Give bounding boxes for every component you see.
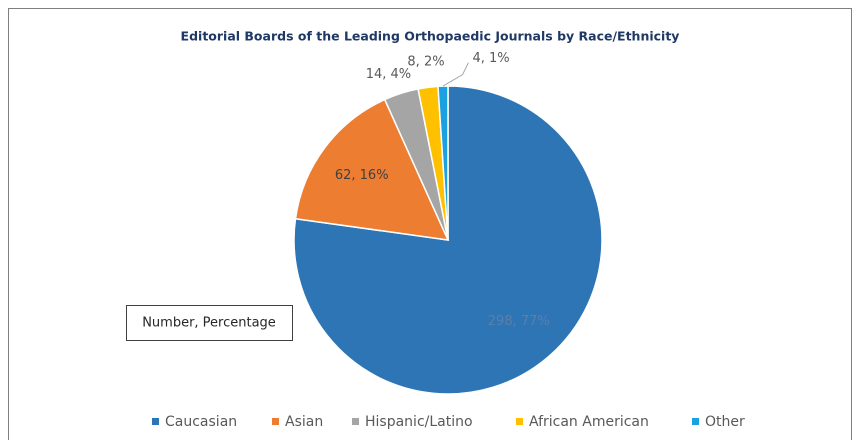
chart-title: Editorial Boards of the Leading Orthopae… — [181, 29, 680, 44]
legend-swatch — [516, 418, 523, 425]
legend-swatch — [352, 418, 359, 425]
data-label: 14, 4% — [366, 67, 411, 82]
pie-slice — [293, 85, 603, 395]
legend-label: Other — [705, 414, 745, 430]
data-label: 298, 77% — [488, 314, 550, 329]
legend-swatch — [152, 418, 159, 425]
legend-swatch — [692, 418, 699, 425]
data-label: 62, 16% — [335, 168, 389, 183]
legend-swatch — [272, 418, 279, 425]
leader-line — [442, 62, 469, 87]
pie-slice — [294, 98, 450, 241]
legend-label: Asian — [285, 414, 323, 430]
legend-label: Caucasian — [165, 414, 237, 430]
legend-label: Hispanic/Latino — [365, 414, 473, 430]
annotation: Number, Percentage — [142, 316, 276, 331]
pie-slice — [437, 85, 449, 241]
data-label: 4, 1% — [472, 51, 509, 66]
annotation-box — [126, 305, 293, 341]
legend-label: African American — [529, 414, 649, 430]
data-label: 8, 2% — [407, 55, 444, 70]
